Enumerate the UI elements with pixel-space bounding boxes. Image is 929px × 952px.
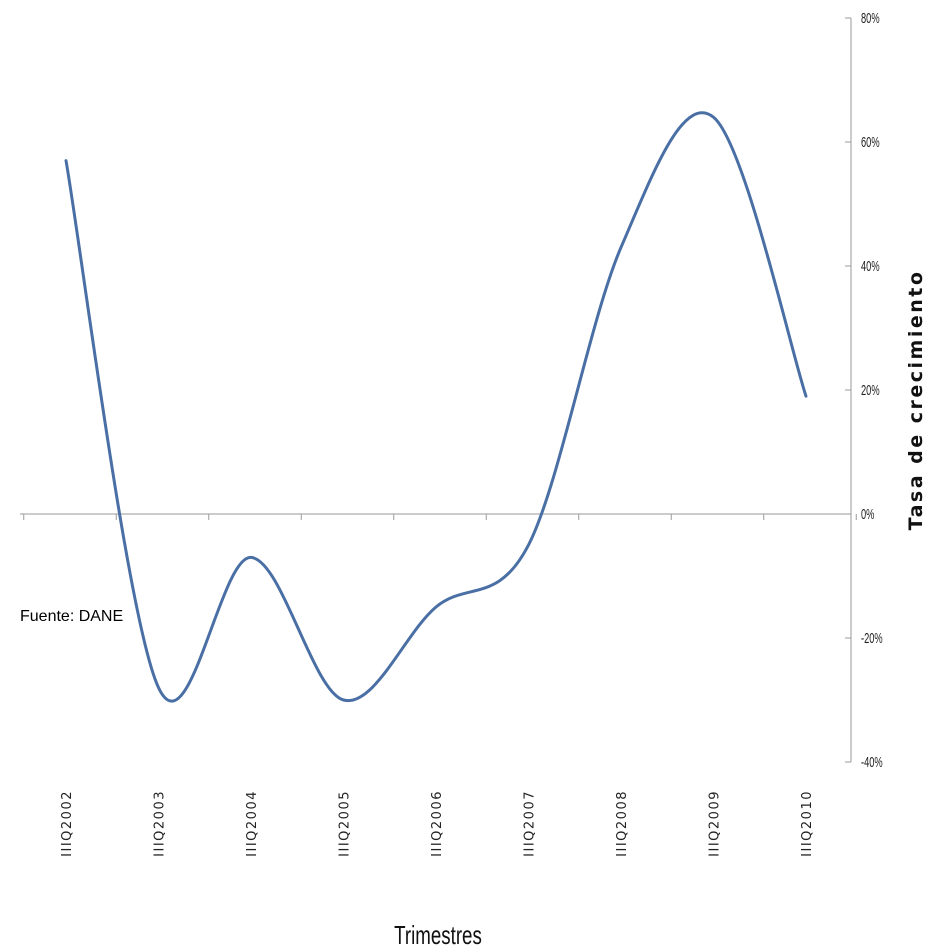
x-tick-label: IIIQ2006	[430, 790, 445, 857]
y-tick-label: -40%	[861, 754, 883, 771]
x-tick-label: IIIQ2002	[60, 790, 75, 857]
x-tick-label: IIIQ2008	[615, 790, 630, 857]
x-axis-label: Trimestres	[394, 920, 482, 950]
y-tick-label: 0%	[861, 506, 874, 523]
x-tick-label: IIIQ2005	[338, 790, 353, 857]
source-note: Fuente: DANE	[20, 608, 123, 625]
y-axis-label: Tasa de crecimiento	[905, 270, 927, 531]
x-tick-label: IIIQ2004	[245, 790, 260, 857]
x-tick-label: IIIQ2010	[800, 790, 815, 857]
y-tick-label: 20%	[861, 382, 880, 399]
series-layer	[64, 111, 808, 703]
x-tick-label: IIIQ2009	[708, 790, 723, 857]
y-tick-label: 80%	[861, 10, 880, 27]
x-axis: IIIQ2002 IIIQ2003 IIIQ2004 IIIQ2005 IIIQ2006…	[20, 513, 857, 857]
x-tick-label: IIIQ2007	[523, 790, 538, 857]
y-axis: 80% 60% 40% 20% 0% -20% -40%	[845, 10, 883, 771]
series-line	[64, 111, 808, 703]
y-tick-label: 40%	[861, 258, 880, 275]
y-tick-label: 60%	[861, 134, 880, 151]
y-tick-label: -20%	[861, 630, 883, 647]
x-tick-label: IIIQ2003	[153, 790, 168, 857]
